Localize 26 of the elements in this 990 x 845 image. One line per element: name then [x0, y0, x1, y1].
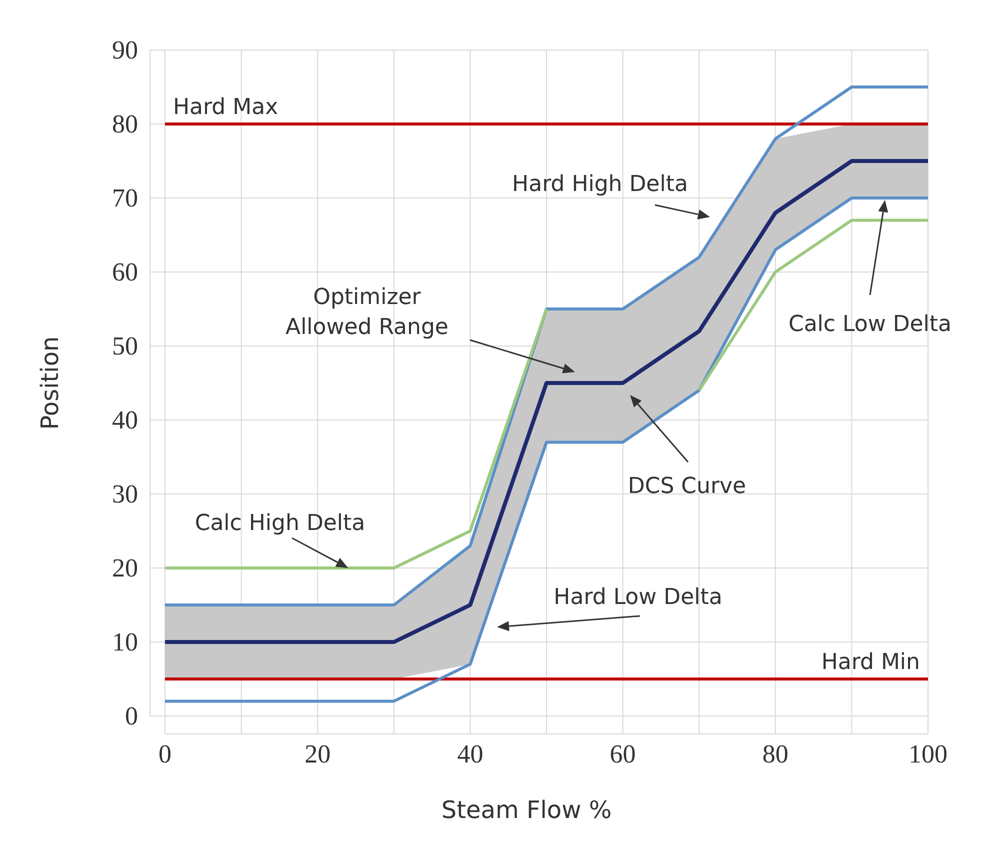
y-axis-title: Position	[36, 336, 64, 430]
x-tick-label: 0	[158, 739, 172, 768]
y-tick-label: 0	[125, 701, 138, 730]
ref-line-label: Hard Min	[821, 650, 920, 675]
y-tick-label: 10	[112, 627, 138, 656]
x-tick-label: 100	[908, 739, 948, 768]
x-axis-title: Steam Flow %	[441, 796, 612, 824]
y-tick-label: 50	[112, 331, 138, 360]
annotation: Hard Low Delta	[554, 585, 722, 610]
x-tick-label: 20	[304, 739, 331, 768]
x-tick-label: 60	[610, 739, 636, 768]
y-tick-label: 60	[112, 257, 138, 286]
y-tick-label: 70	[112, 183, 138, 212]
x-tick-label: 40	[457, 739, 484, 768]
y-tick-label: 30	[112, 479, 138, 508]
y-tick-label: 90	[112, 35, 138, 64]
annotation: Optimizer Allowed Range	[286, 285, 448, 340]
annotation: DCS Curve	[628, 474, 746, 499]
ref-line-label: Hard Max	[173, 95, 278, 120]
annotation: Hard High Delta	[512, 172, 688, 197]
annotation: Calc Low Delta	[788, 312, 952, 337]
y-tick-label: 20	[112, 553, 138, 582]
y-tick-label: 80	[112, 109, 138, 138]
y-tick-label: 40	[112, 405, 138, 434]
annotation: Calc High Delta	[194, 511, 366, 536]
x-tick-label: 80	[762, 739, 788, 768]
